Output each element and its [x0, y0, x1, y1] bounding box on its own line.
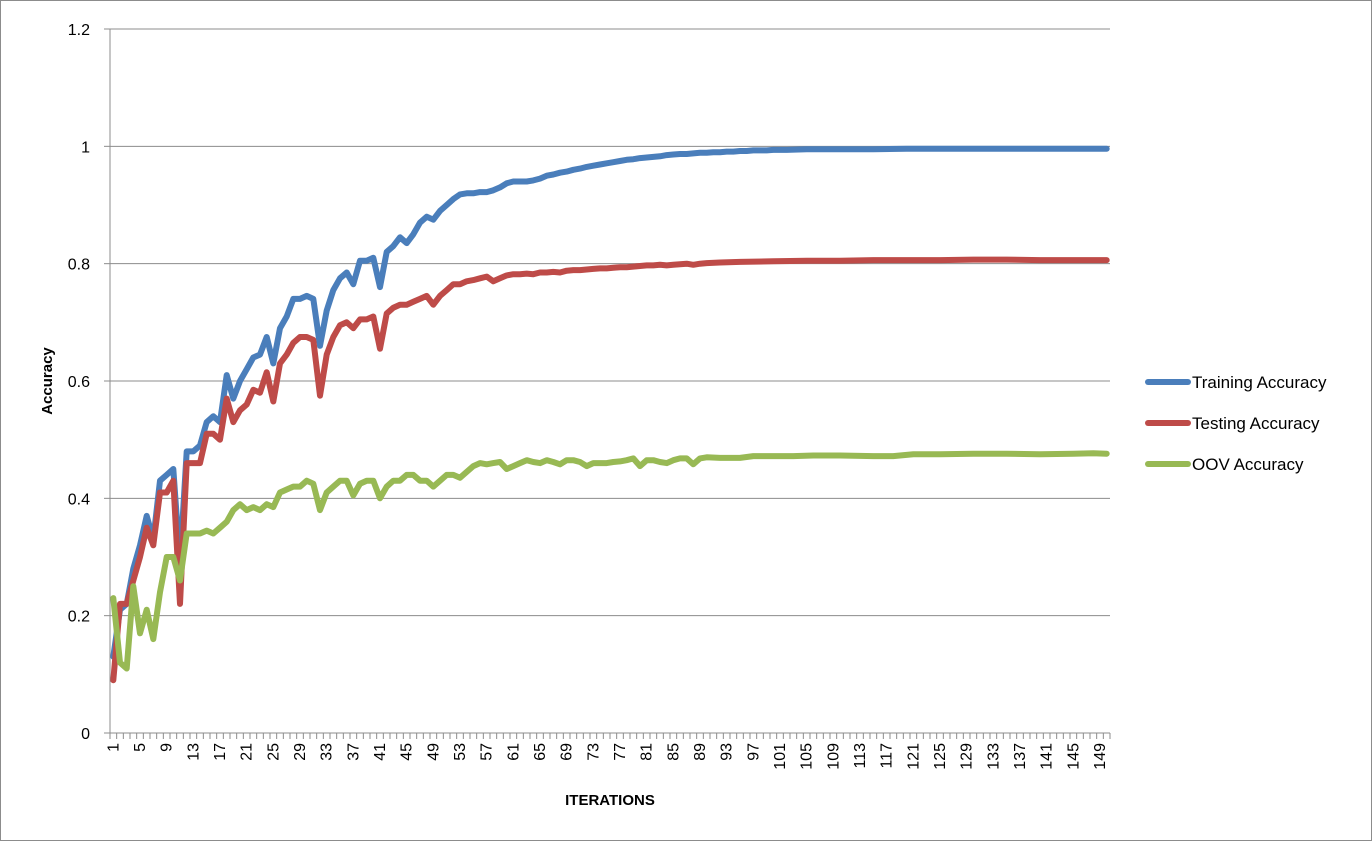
x-tick-label: 125 [932, 743, 949, 770]
y-tick-label: 0.8 [68, 257, 90, 274]
y-tick-label: 0 [81, 726, 90, 743]
x-tick-label: 17 [212, 743, 229, 761]
x-tick-label: 101 [772, 743, 789, 770]
x-tick-label: 41 [372, 743, 389, 761]
legend-label: Training Accuracy [1192, 373, 1327, 392]
x-tick-label: 149 [1092, 743, 1109, 770]
series-line-1 [110, 256, 1110, 684]
x-tick-label: 9 [159, 743, 176, 752]
x-tick-label: 13 [185, 743, 202, 761]
x-tick-label: 137 [1012, 743, 1029, 770]
x-tick-label: 69 [559, 743, 576, 761]
x-tick-label: 37 [345, 743, 362, 761]
legend-label: OOV Accuracy [1192, 455, 1304, 474]
x-tick-label: 109 [825, 743, 842, 770]
x-tick-label: 5 [132, 743, 149, 752]
x-tick-label: 89 [692, 743, 709, 761]
x-tick-label: 61 [505, 743, 522, 761]
x-axis-ticks: 1 5 9 13 17 21 25 29 33 37 41 45 49 53 57 61 65 69 73 77 81 8… [105, 733, 1111, 770]
x-tick-label: 29 [292, 743, 309, 761]
y-tick-label: 0.2 [68, 609, 90, 626]
x-tick-label: 133 [985, 743, 1002, 770]
x-tick-label: 121 [905, 743, 922, 770]
x-tick-label: 81 [639, 743, 656, 761]
x-tick-label: 93 [719, 743, 736, 761]
gridlines [110, 28, 1110, 617]
y-axis-title: Accuracy [39, 347, 56, 415]
x-tick-label: 33 [319, 743, 336, 761]
x-tick-label: 57 [479, 743, 496, 761]
x-tick-label: 21 [239, 743, 256, 761]
y-tick-label: 1 [81, 139, 90, 156]
x-tick-label: 97 [745, 743, 762, 761]
x-tick-label: 117 [879, 743, 896, 769]
x-tick-label: 65 [532, 743, 549, 761]
x-tick-label: 1 [105, 743, 122, 752]
y-tick-label: 0.4 [68, 491, 90, 508]
x-tick-label: 113 [852, 743, 869, 769]
legend-label: Testing Accuracy [1192, 414, 1320, 433]
x-tick-label: 25 [265, 743, 282, 761]
x-tick-label: 49 [425, 743, 442, 761]
x-tick-label: 141 [1039, 743, 1056, 770]
legend: Training Accuracy Testing Accuracy OOV Acc… [1145, 373, 1327, 474]
series-line-0 [110, 145, 1110, 660]
x-tick-label: 53 [452, 743, 469, 761]
y-tick-label: 0.6 [68, 374, 90, 391]
x-tick-label: 145 [1065, 743, 1082, 770]
x-tick-label: 129 [959, 743, 976, 770]
x-axis-title: ITERATIONS [565, 792, 655, 809]
y-tick-label: 1.2 [68, 22, 90, 39]
x-tick-label: 85 [665, 743, 682, 761]
series-line-2 [110, 450, 1110, 672]
x-tick-label: 73 [585, 743, 602, 761]
x-tick-label: 77 [612, 743, 629, 761]
x-tick-label: 45 [399, 743, 416, 761]
series-lines [110, 145, 1110, 684]
x-tick-label: 105 [799, 743, 816, 770]
